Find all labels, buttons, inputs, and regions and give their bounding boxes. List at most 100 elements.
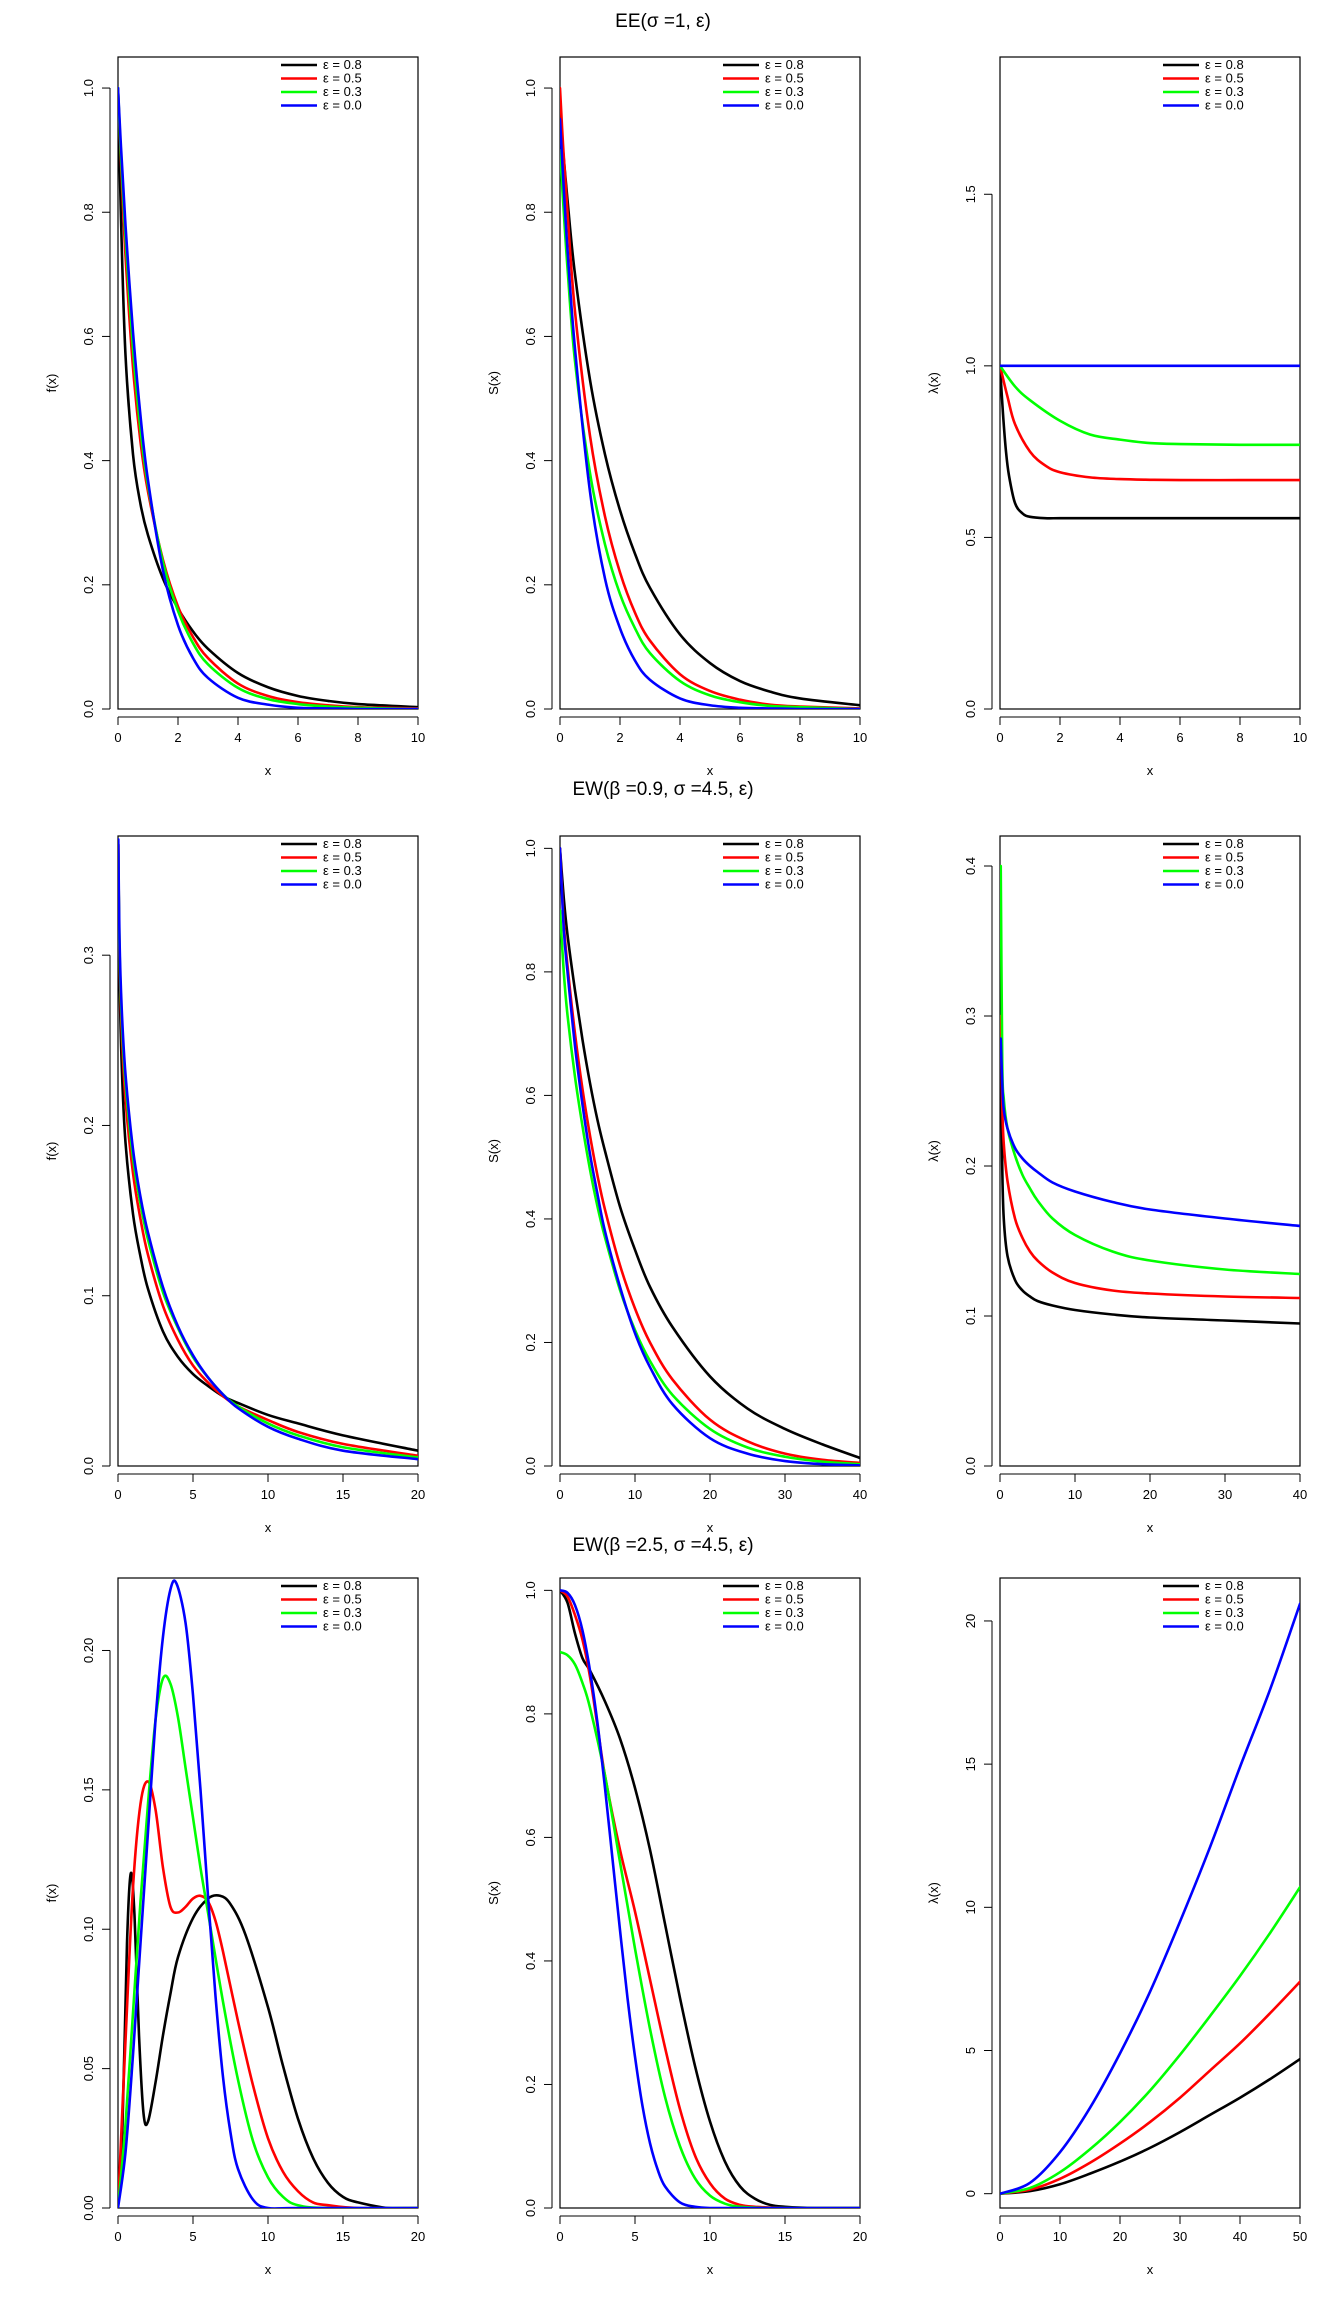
legend-label: ε = 0.8 (765, 836, 804, 851)
plot-frame (999, 56, 1301, 710)
x-axis-label: x (265, 1520, 272, 1535)
x-tick-label: 6 (1176, 730, 1183, 745)
legend-label: ε = 0.0 (1205, 98, 1244, 113)
series-line-1 (118, 86, 418, 709)
x-axis-label: x (707, 1520, 714, 1535)
y-tick-label: 10 (963, 1900, 978, 1914)
x-tick-label: 10 (853, 730, 867, 745)
x-tick-label: 0 (114, 1487, 121, 1502)
legend-label: ε = 0.8 (1205, 1578, 1244, 1593)
x-tick-label: 10 (261, 1487, 275, 1502)
series-line-1 (118, 843, 418, 1458)
y-axis-label: f(x) (44, 1884, 59, 1903)
y-tick-label: 0.8 (523, 203, 538, 221)
legend-label: ε = 0.3 (1205, 84, 1244, 99)
y-tick-label: 1.0 (81, 79, 96, 97)
y-tick-label: 0.8 (81, 203, 96, 221)
y-tick-label: 0.0 (963, 1457, 978, 1475)
plot-frame (559, 1577, 861, 2209)
y-axis-label: λ(x) (926, 372, 941, 394)
x-tick-label: 30 (778, 1487, 792, 1502)
row-title: EE(σ =1, ε) (615, 11, 711, 32)
y-tick-label: 0.8 (523, 963, 538, 981)
series-line-2 (1000, 1885, 1300, 2195)
row-title: EW(β =0.9, σ =4.5, ε) (572, 779, 753, 800)
y-axis-label: S(x) (486, 371, 501, 395)
y-tick-label: 20 (963, 1614, 978, 1628)
x-tick-label: 10 (261, 2229, 275, 2244)
series-line-1 (560, 1589, 860, 2208)
series-line-0 (118, 1871, 418, 2208)
legend: ε = 0.8ε = 0.5ε = 0.3ε = 0.0 (281, 1578, 362, 1634)
plot-frame (999, 1577, 1301, 2209)
legend-label: ε = 0.5 (765, 850, 804, 865)
legend-label: ε = 0.3 (323, 1605, 362, 1620)
y-axis-label: S(x) (486, 1139, 501, 1163)
series-line-2 (118, 86, 418, 709)
x-tick-label: 30 (1173, 2229, 1187, 2244)
y-tick-label: 0.0 (523, 2199, 538, 2217)
legend-label: ε = 0.0 (323, 877, 362, 892)
y-axis-label: λ(x) (926, 1882, 941, 1904)
series-lines (560, 1589, 860, 2208)
y-tick-label: 15 (963, 1757, 978, 1771)
legend-label: ε = 0.0 (1205, 877, 1244, 892)
series-lines (118, 1579, 418, 2208)
y-axis-label: f(x) (44, 1142, 59, 1161)
legend-label: ε = 0.3 (765, 863, 804, 878)
series-line-0 (118, 86, 418, 709)
legend-label: ε = 0.5 (1205, 71, 1244, 86)
x-tick-label: 50 (1293, 2229, 1307, 2244)
x-tick-label: 2 (616, 730, 623, 745)
x-tick-label: 40 (1233, 2229, 1247, 2244)
plot-frame (117, 1577, 419, 2209)
x-axis-label: x (1147, 2262, 1154, 2277)
series-lines (1000, 364, 1300, 520)
panel-ee-surv: 0 2 4 6 8 100.00.20.40.60.81.0xS(x)ε = 0.8ε =… (486, 56, 867, 778)
y-tick-label: 1.0 (523, 79, 538, 97)
x-tick-label: 5 (631, 2229, 638, 2244)
legend: ε = 0.8ε = 0.5ε = 0.3ε = 0.0 (723, 1578, 804, 1634)
legend-label: ε = 0.0 (323, 98, 362, 113)
legend: ε = 0.8ε = 0.5ε = 0.3ε = 0.0 (1163, 57, 1244, 113)
x-tick-label: 8 (354, 730, 361, 745)
legend-label: ε = 0.5 (323, 1592, 362, 1607)
legend-label: ε = 0.5 (1205, 850, 1244, 865)
x-tick-label: 20 (853, 2229, 867, 2244)
y-tick-label: 1.5 (963, 185, 978, 203)
legend-label: ε = 0.0 (765, 877, 804, 892)
x-tick-label: 10 (1068, 1487, 1082, 1502)
y-tick-label: 0.00 (81, 2195, 96, 2220)
legend-label: ε = 0.8 (323, 836, 362, 851)
x-tick-label: 2 (174, 730, 181, 745)
legend-label: ε = 0.0 (1205, 1619, 1244, 1634)
legend: ε = 0.8ε = 0.5ε = 0.3ε = 0.0 (281, 836, 362, 892)
x-tick-label: 10 (1293, 730, 1307, 745)
y-tick-label: 0.4 (523, 1952, 538, 1970)
legend-label: ε = 0.8 (765, 1578, 804, 1593)
y-tick-label: 0.15 (81, 1777, 96, 1802)
x-tick-label: 8 (1236, 730, 1243, 745)
y-tick-label: 0.2 (81, 576, 96, 594)
y-tick-label: 0.6 (523, 1086, 538, 1104)
x-tick-label: 4 (676, 730, 683, 745)
y-tick-label: 0.05 (81, 2056, 96, 2081)
series-line-3 (1000, 1037, 1300, 1228)
series-line-2 (560, 908, 860, 1466)
series-line-1 (1000, 364, 1300, 482)
legend-label: ε = 0.3 (323, 84, 362, 99)
y-axis-label: λ(x) (926, 1140, 941, 1162)
series-lines (1000, 864, 1300, 1325)
y-tick-label: 1.0 (523, 1581, 538, 1599)
x-tick-label: 0 (996, 2229, 1003, 2244)
plot-frame (117, 56, 419, 710)
x-tick-label: 0 (114, 730, 121, 745)
series-line-3 (118, 838, 418, 1461)
legend: ε = 0.8ε = 0.5ε = 0.3ε = 0.0 (723, 57, 804, 113)
panel-ee-hazard: 0 2 4 6 8 100.00.51.01.5xλ(x)ε = 0.8ε = 0.5ε … (926, 56, 1307, 778)
y-tick-label: 0.2 (523, 2075, 538, 2093)
series-line-2 (118, 851, 418, 1459)
y-tick-label: 0 (963, 2190, 978, 2197)
panel-ew1-hazard: 0 10 20 30 400.00.10.20.30.4xλ(x)ε = 0.8ε = … (926, 835, 1307, 1535)
